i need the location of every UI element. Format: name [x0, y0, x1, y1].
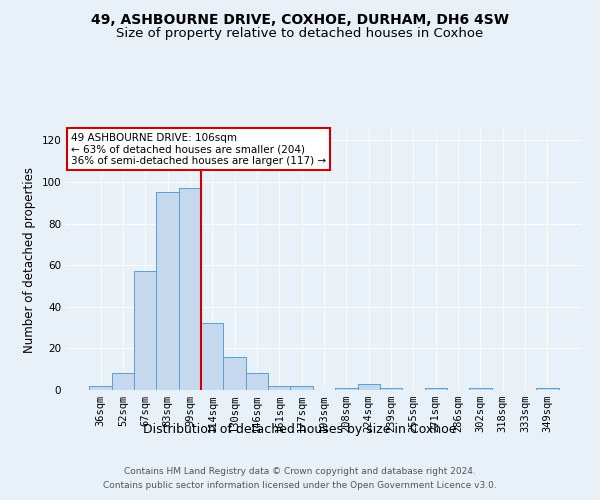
Bar: [268, 386, 290, 390]
Bar: [223, 356, 246, 390]
Text: Distribution of detached houses by size in Coxhoe: Distribution of detached houses by size …: [143, 422, 457, 436]
Bar: [335, 388, 358, 390]
Bar: [536, 388, 559, 390]
Bar: [89, 386, 112, 390]
Bar: [157, 192, 179, 390]
Text: Contains HM Land Registry data © Crown copyright and database right 2024.: Contains HM Land Registry data © Crown c…: [124, 468, 476, 476]
Bar: [358, 384, 380, 390]
Text: 49, ASHBOURNE DRIVE, COXHOE, DURHAM, DH6 4SW: 49, ASHBOURNE DRIVE, COXHOE, DURHAM, DH6…: [91, 12, 509, 26]
Bar: [290, 386, 313, 390]
Bar: [179, 188, 201, 390]
Bar: [246, 374, 268, 390]
Bar: [380, 388, 402, 390]
Bar: [134, 272, 157, 390]
Bar: [425, 388, 447, 390]
Text: Size of property relative to detached houses in Coxhoe: Size of property relative to detached ho…: [116, 28, 484, 40]
Text: Contains public sector information licensed under the Open Government Licence v3: Contains public sector information licen…: [103, 481, 497, 490]
Bar: [112, 374, 134, 390]
Y-axis label: Number of detached properties: Number of detached properties: [23, 167, 36, 353]
Bar: [201, 324, 223, 390]
Text: 49 ASHBOURNE DRIVE: 106sqm
← 63% of detached houses are smaller (204)
36% of sem: 49 ASHBOURNE DRIVE: 106sqm ← 63% of deta…: [71, 132, 326, 166]
Bar: [469, 388, 491, 390]
